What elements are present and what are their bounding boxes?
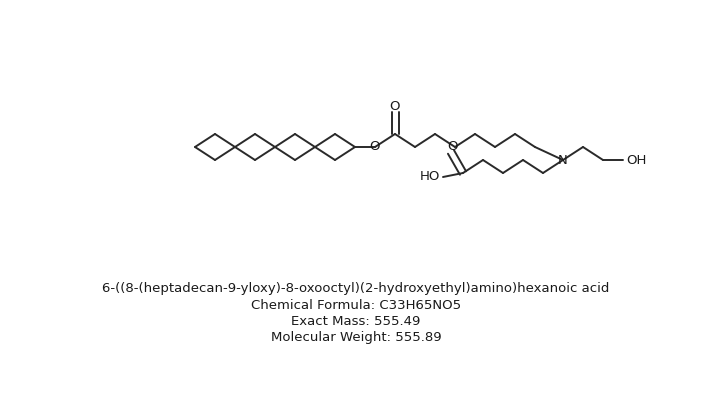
Text: O: O bbox=[370, 140, 380, 154]
Text: HO: HO bbox=[420, 170, 440, 184]
Text: 6-((8-(heptadecan-9-yloxy)-8-oxooctyl)(2-hydroxyethyl)amino)hexanoic acid: 6-((8-(heptadecan-9-yloxy)-8-oxooctyl)(2… bbox=[102, 282, 610, 295]
Text: OH: OH bbox=[626, 154, 647, 166]
Text: Molecular Weight: 555.89: Molecular Weight: 555.89 bbox=[271, 331, 441, 344]
Text: N: N bbox=[558, 154, 568, 166]
Text: Exact Mass: 555.49: Exact Mass: 555.49 bbox=[292, 315, 421, 328]
Text: O: O bbox=[390, 100, 400, 113]
Text: O: O bbox=[447, 140, 457, 153]
Text: Chemical Formula: C33H65NO5: Chemical Formula: C33H65NO5 bbox=[251, 299, 461, 312]
